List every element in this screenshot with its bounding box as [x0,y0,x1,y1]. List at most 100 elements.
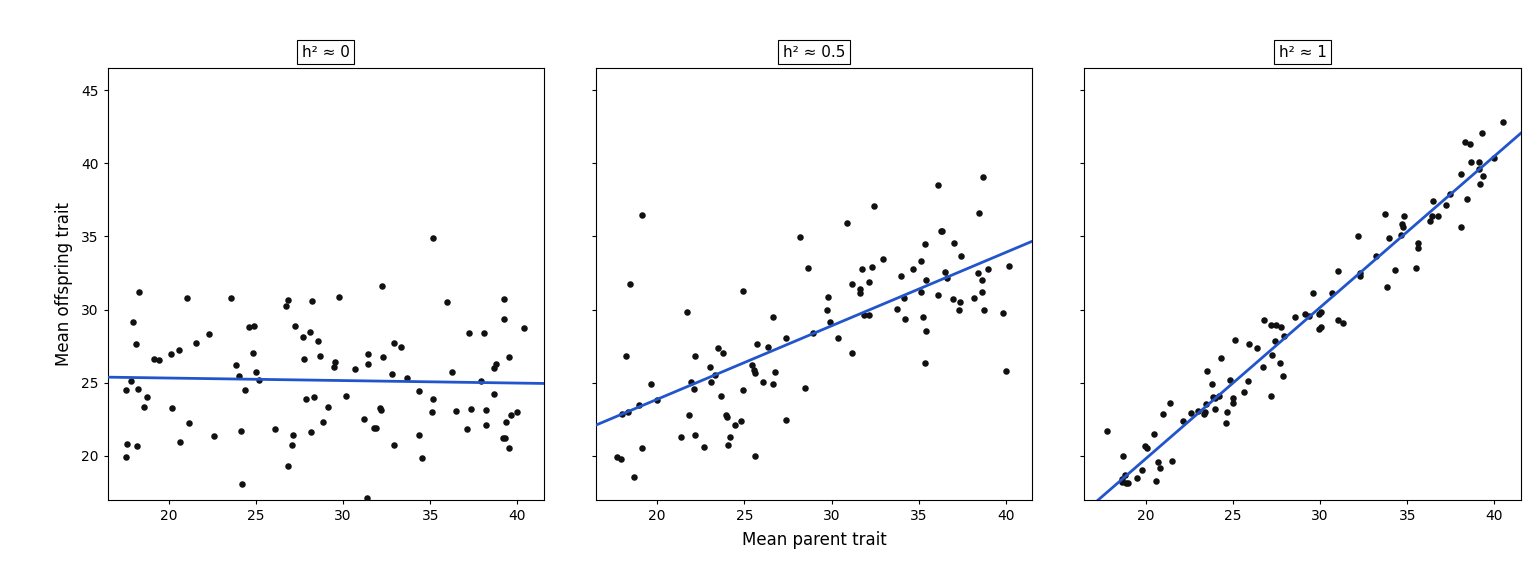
Point [1115,478,1140,487]
Point [124,339,149,348]
Point [201,432,226,441]
Point [616,408,641,417]
Point [115,439,140,448]
Point [484,360,508,369]
Point [1392,223,1416,232]
Point [1421,197,1445,206]
Point [410,454,435,463]
Point [1236,377,1261,386]
Point [997,262,1021,271]
Point [316,403,341,412]
Point [421,233,445,242]
Point [912,359,937,368]
Point [505,408,530,417]
Point [395,373,419,382]
Point [674,307,699,316]
Point [473,420,498,429]
Point [1250,362,1275,371]
Point [1150,410,1175,419]
Point [1193,399,1218,408]
Point [1390,219,1415,228]
Point [714,411,739,420]
Text: h² ≈ 0.5: h² ≈ 0.5 [783,44,845,60]
Point [1418,216,1442,225]
Point [275,461,300,470]
Point [912,240,937,249]
Point [1376,233,1401,243]
Point [118,377,143,386]
Point [926,181,951,190]
Point [825,333,849,343]
Point [481,389,505,398]
Point [731,386,756,395]
Point [1448,223,1473,232]
Point [691,442,716,452]
Point [679,378,703,387]
Point [281,431,306,440]
Point [1147,463,1172,473]
Point [124,442,149,451]
Point [1467,165,1491,174]
Point [495,417,519,426]
Point [1158,398,1183,407]
Point [1433,200,1458,209]
Point [717,433,742,442]
Point [496,443,521,452]
Point [352,415,376,424]
Point [942,239,966,248]
Point [132,402,157,411]
Point [969,275,994,284]
Point [218,293,243,302]
Point [493,433,518,442]
Point [743,369,768,378]
Point [1375,283,1399,292]
Point [1146,457,1170,466]
Point [127,287,152,296]
Point [814,306,839,315]
Point [991,308,1015,318]
Point [280,440,304,449]
Point [197,329,221,339]
Point [1203,394,1227,403]
Point [682,431,707,440]
Point [421,394,445,403]
Point [1330,319,1355,328]
Point [1221,399,1246,408]
Point [946,306,971,315]
Point [928,227,952,236]
Point [911,312,935,321]
Point [292,354,316,363]
Point [283,321,307,330]
Point [1134,441,1158,450]
Point [716,412,740,421]
Point [836,219,860,228]
Point [1309,322,1333,331]
Point [871,254,895,264]
Point [1218,375,1243,385]
Point [1130,466,1155,475]
Point [668,432,693,441]
Point [381,339,406,348]
Point [1307,310,1332,319]
Point [774,333,799,342]
Point [788,233,813,242]
Point [158,349,183,358]
Point [323,362,347,371]
Point [496,353,521,362]
Point [1193,408,1218,417]
Point [472,328,496,337]
Point [468,377,493,386]
Point [1468,179,1493,189]
Point [492,295,516,304]
Point [1124,474,1149,483]
Point [1104,519,1129,528]
Point [925,291,949,300]
Point [227,372,252,381]
Point [848,289,872,298]
Point [622,472,647,481]
Point [900,264,925,273]
Point [184,339,209,348]
Point [167,346,192,355]
Point [763,367,788,376]
Point [1109,474,1134,483]
